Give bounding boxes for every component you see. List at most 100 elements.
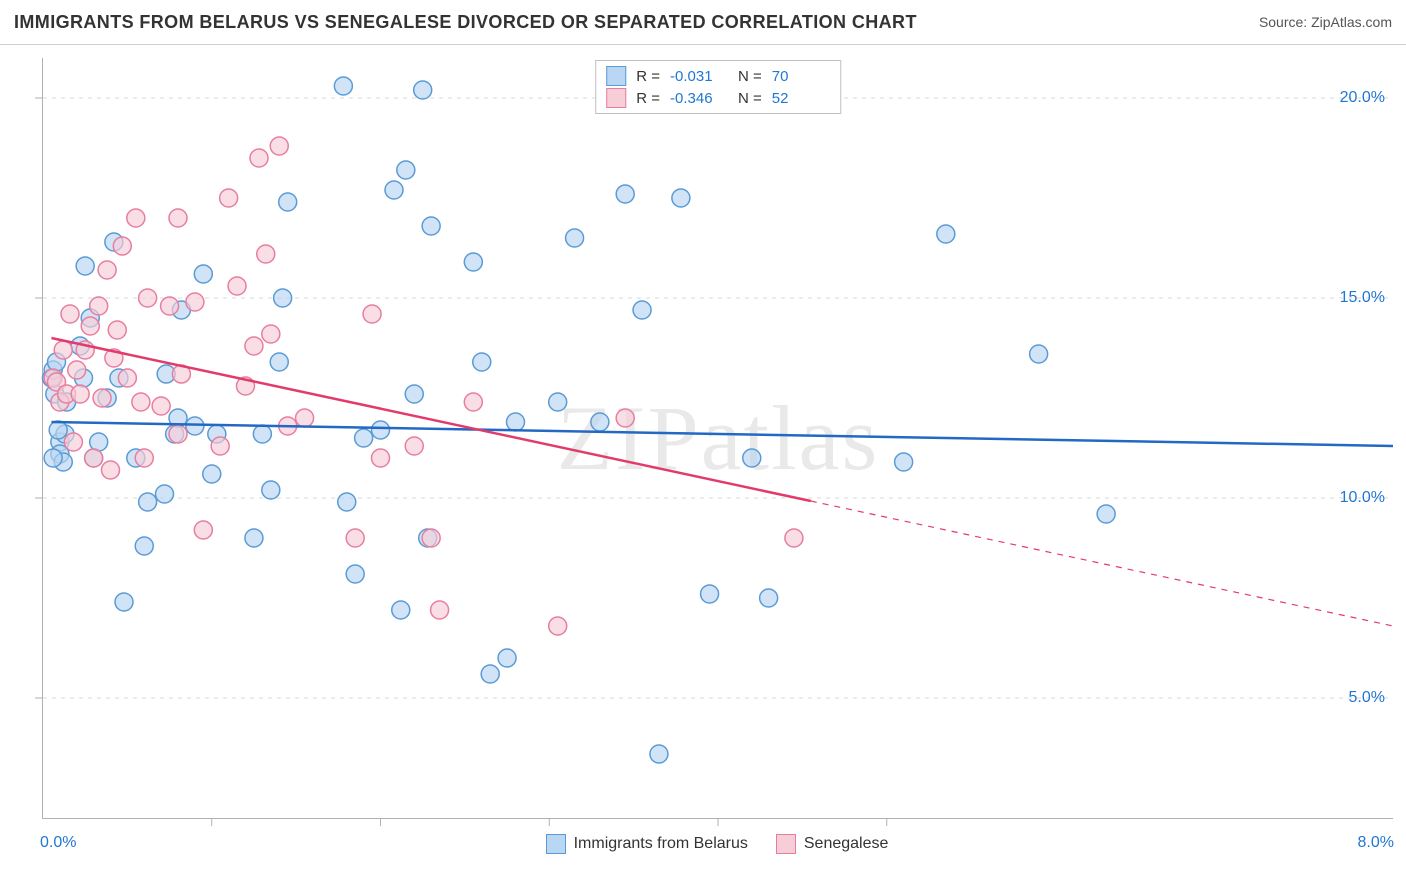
y-tick-label: 10.0% <box>1340 489 1385 507</box>
data-point <box>211 437 229 455</box>
data-point <box>895 453 913 471</box>
data-point <box>1097 505 1115 523</box>
data-point <box>481 665 499 683</box>
y-tick-label: 20.0% <box>1340 89 1385 107</box>
data-point <box>115 593 133 611</box>
x-tick-right: 8.0% <box>1358 834 1394 852</box>
data-point <box>152 397 170 415</box>
data-point <box>372 421 390 439</box>
data-point <box>61 305 79 323</box>
data-point <box>127 209 145 227</box>
data-point <box>355 429 373 447</box>
series-legend: Immigrants from Belarus Senegalese <box>42 834 1392 859</box>
chart-title: IMMIGRANTS FROM BELARUS VS SENEGALESE DI… <box>14 12 917 33</box>
correlation-legend: R =-0.031N =70R =-0.346N =52 <box>595 60 841 114</box>
data-point <box>591 413 609 431</box>
data-point <box>279 193 297 211</box>
data-point <box>785 529 803 547</box>
data-point <box>650 745 668 763</box>
data-point <box>274 289 292 307</box>
data-point <box>71 385 89 403</box>
data-point <box>118 369 136 387</box>
data-point <box>98 261 116 279</box>
data-point <box>392 601 410 619</box>
trend-line <box>51 338 810 501</box>
correlation-legend-row: R =-0.031N =70 <box>606 65 830 87</box>
scatter-plot: ZIPatlas R =-0.031N =70R =-0.346N =52 5.… <box>42 58 1393 819</box>
data-point <box>85 449 103 467</box>
data-point <box>194 265 212 283</box>
legend-swatch <box>776 834 796 854</box>
data-point <box>464 253 482 271</box>
legend-swatch <box>606 66 626 86</box>
data-point <box>549 393 567 411</box>
data-point <box>473 353 491 371</box>
data-point <box>270 353 288 371</box>
data-point <box>262 325 280 343</box>
data-point <box>245 529 263 547</box>
legend-series-label: Immigrants from Belarus <box>574 835 748 853</box>
data-point <box>760 589 778 607</box>
data-point <box>203 465 221 483</box>
data-point <box>549 617 567 635</box>
correlation-legend-row: R = -0.346 N = 52 <box>606 87 830 109</box>
legend-item: Senegalese <box>776 834 889 854</box>
data-point <box>498 649 516 667</box>
data-point <box>1030 345 1048 363</box>
legend-R-value: -0.346 <box>670 90 728 107</box>
legend-R-value: -0.031 <box>670 68 728 85</box>
data-point <box>270 137 288 155</box>
data-point <box>937 225 955 243</box>
data-point <box>701 585 719 603</box>
chart-source: Source: ZipAtlas.com <box>1259 14 1392 30</box>
data-point <box>334 77 352 95</box>
chart-header: IMMIGRANTS FROM BELARUS VS SENEGALESE DI… <box>0 0 1406 45</box>
data-point <box>414 81 432 99</box>
data-point <box>464 393 482 411</box>
data-point <box>90 297 108 315</box>
data-point <box>44 449 62 467</box>
data-point <box>616 409 634 427</box>
data-point <box>346 565 364 583</box>
y-tick-label: 15.0% <box>1340 289 1385 307</box>
data-point <box>169 425 187 443</box>
data-point <box>228 277 246 295</box>
data-point <box>633 301 651 319</box>
data-point <box>220 189 238 207</box>
data-point <box>139 493 157 511</box>
legend-R-label: R = <box>636 90 660 107</box>
data-point <box>385 181 403 199</box>
legend-swatch <box>546 834 566 854</box>
data-point <box>262 481 280 499</box>
data-point <box>346 529 364 547</box>
data-point <box>132 393 150 411</box>
data-point <box>422 217 440 235</box>
data-point <box>54 341 72 359</box>
data-point <box>250 149 268 167</box>
plot-svg <box>43 58 1393 818</box>
data-point <box>186 293 204 311</box>
data-point <box>81 317 99 335</box>
data-point <box>616 185 634 203</box>
data-point <box>161 297 179 315</box>
data-point <box>257 245 275 263</box>
data-point <box>245 337 263 355</box>
legend-swatch <box>606 88 626 108</box>
legend-R-label: R = <box>636 68 660 85</box>
data-point <box>566 229 584 247</box>
data-point <box>113 237 131 255</box>
legend-N-label: N = <box>738 68 762 85</box>
data-point <box>405 385 423 403</box>
data-point <box>405 437 423 455</box>
data-point <box>108 321 126 339</box>
data-point <box>363 305 381 323</box>
legend-N-label: N = <box>738 90 762 107</box>
data-point <box>93 389 111 407</box>
legend-N-value: 52 <box>772 90 830 107</box>
data-point <box>68 361 86 379</box>
data-point <box>296 409 314 427</box>
data-point <box>135 537 153 555</box>
legend-series-label: Senegalese <box>804 835 889 853</box>
data-point <box>102 461 120 479</box>
bottom-bar: 0.0% Immigrants from BelarusSenegalese 8… <box>42 834 1392 878</box>
